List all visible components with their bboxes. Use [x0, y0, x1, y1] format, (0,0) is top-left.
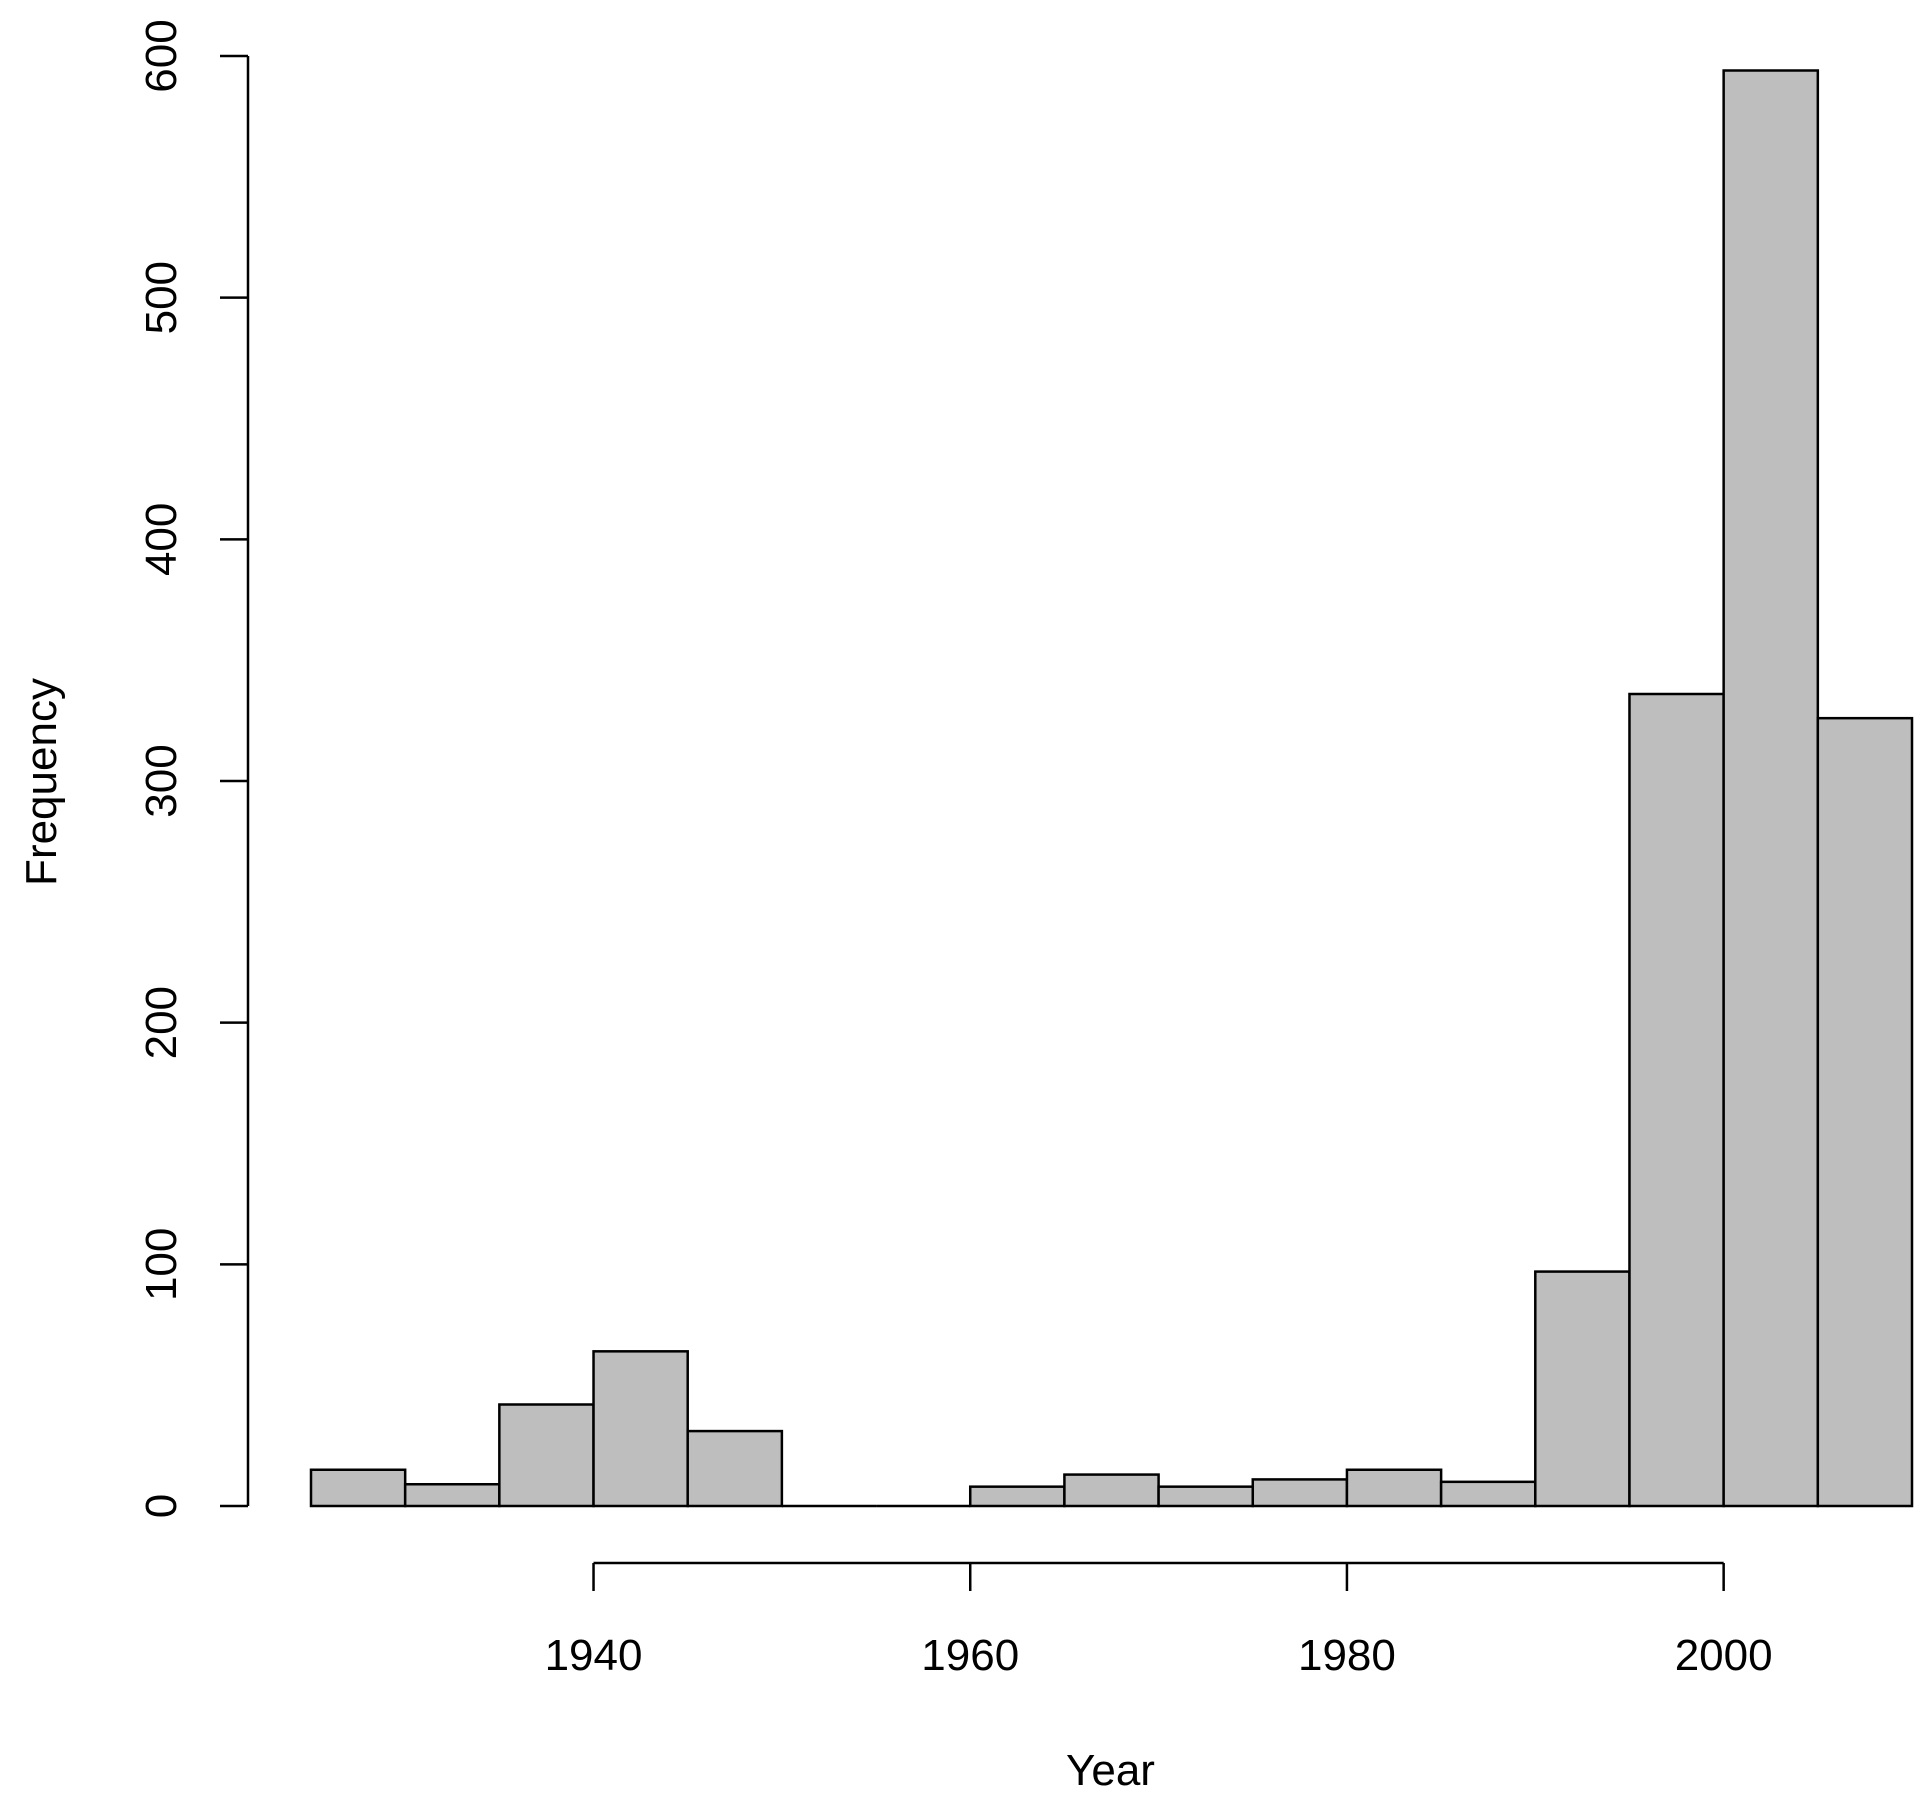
- y-tick-label-600: 600: [137, 19, 186, 92]
- y-axis-title: Frequency: [17, 678, 66, 886]
- histogram-bar-1945-1950: [686, 1429, 784, 1508]
- y-tick-label-300: 300: [137, 744, 186, 817]
- y-tick-label-400: 400: [137, 503, 186, 576]
- histogram-bar-2000-2005: [1722, 69, 1820, 1508]
- histogram-bar-1940-1945: [592, 1350, 689, 1508]
- y-axis: 0 100 200 300 400 500 600: [137, 19, 250, 1518]
- histogram-bar-1985-1990: [1439, 1480, 1537, 1508]
- histogram-bar-1960-1965: [968, 1485, 1066, 1508]
- y-tick-label-200: 200: [137, 986, 186, 1059]
- histogram-bar-2005-2010: [1816, 716, 1914, 1508]
- histogram-bar-1935-1940: [498, 1403, 595, 1508]
- x-tick-label-1980: 1980: [1298, 1631, 1396, 1680]
- histogram-bar-1980-1985: [1345, 1468, 1443, 1508]
- histogram-bar-1995-2000: [1628, 692, 1725, 1508]
- x-tick-label-2000: 2000: [1675, 1631, 1773, 1680]
- histogram-bar-1990-1995: [1534, 1270, 1631, 1508]
- y-tick-label-500: 500: [137, 261, 186, 334]
- histogram-bar-1930-1935: [403, 1483, 501, 1508]
- histogram-bar-1970-1975: [1157, 1485, 1255, 1508]
- histogram-bar-1925-1930: [309, 1468, 407, 1508]
- y-tick-label-100: 100: [137, 1228, 186, 1301]
- x-axis: 1940 1960 1980 2000: [545, 1561, 1773, 1680]
- histogram-bar-1965-1970: [1063, 1473, 1160, 1508]
- x-tick-label-1960: 1960: [921, 1631, 1019, 1680]
- bars-group: [309, 69, 1914, 1508]
- y-tick-label-0: 0: [137, 1494, 186, 1518]
- x-axis-title: Year: [1066, 1746, 1155, 1795]
- histogram-bar-1975-1980: [1251, 1478, 1349, 1508]
- x-tick-label-1940: 1940: [545, 1631, 643, 1680]
